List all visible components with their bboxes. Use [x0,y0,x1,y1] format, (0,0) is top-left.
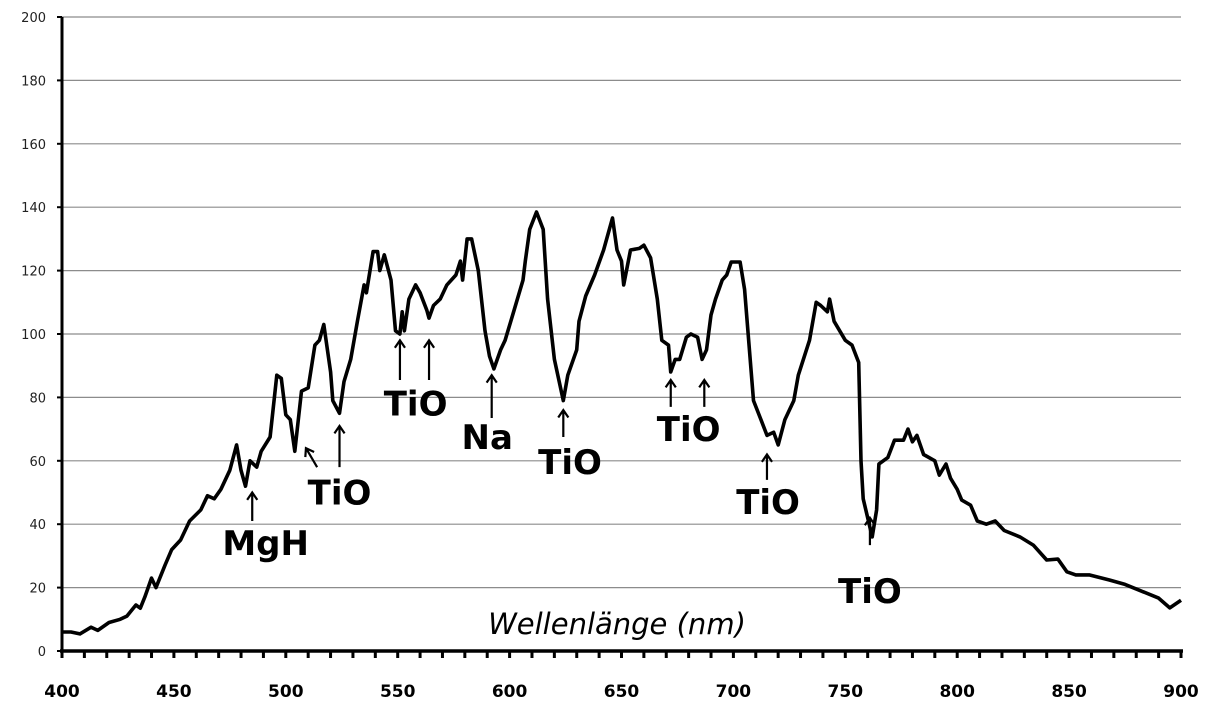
x-tick-label: 450 [156,682,192,702]
annotation-label: TiO [384,385,448,425]
y-axis-ticks: 0 20 40 60 80 100 120 140 160 180 200 [21,11,62,660]
gridlines [62,16,1181,589]
x-tick-label: 400 [44,682,80,702]
y-tick-label: 80 [29,391,46,406]
arrow-icon [698,378,711,407]
x-tick-label: 600 [492,682,528,702]
x-tick-label: 850 [1051,682,1087,702]
x-tick-label: 700 [716,682,752,702]
annotation-mgh: MgH [222,490,309,564]
annotation-na: Na [462,373,513,458]
arrow-icon [393,338,406,380]
y-tick-label: 140 [21,201,46,216]
annotation-label: TiO [838,572,902,612]
x-axis-ticks: 400 450 500 550 600 650 700 750 800 850 900 [44,651,1199,702]
annotation-label: TiO [736,483,800,523]
annotation-label: TiO [308,474,372,514]
x-axis-title: Wellenlänge (nm) [488,607,746,641]
arrow-icon [557,408,570,438]
arrow-icon [246,490,259,522]
arrow-icon [664,378,677,407]
annotations: MgH TiO TiO Na TiO TiO TiO TiO [222,338,902,612]
x-tick-label: 900 [1163,682,1199,702]
x-tick-label: 800 [939,682,975,702]
y-tick-label: 20 [29,582,46,597]
arrow-icon [304,446,319,468]
arrow-icon [333,423,346,468]
y-tick-label: 40 [29,518,46,533]
arrow-icon [760,452,773,480]
annotation-label: TiO [538,443,602,483]
x-tick-label: 650 [604,682,640,702]
y-tick-label: 120 [21,265,46,280]
y-tick-label: 180 [21,74,46,89]
y-tick-label: 160 [21,138,46,153]
annotation-tio: TiO [304,423,372,514]
annotation-tio: TiO [384,338,448,425]
arrow-icon [485,373,498,419]
annotation-tio: TiO [736,452,800,523]
annotation-label: TiO [657,410,721,450]
x-tick-label: 750 [828,682,864,702]
annotation-label: MgH [222,524,309,564]
y-tick-label: 100 [21,328,46,343]
arrow-icon [423,338,436,380]
annotation-tio: TiO [657,378,721,450]
annotation-label: Na [462,418,513,458]
x-tick-label: 500 [268,682,304,702]
annotation-tio: TiO [838,515,902,612]
y-tick-label: 200 [21,11,46,26]
x-tick-label: 550 [380,682,416,702]
y-tick-label: 60 [29,455,46,470]
arrow-icon [863,515,876,546]
spectrum-line [62,210,1183,636]
y-tick-label: 0 [38,645,46,660]
annotation-tio: TiO [538,408,602,483]
